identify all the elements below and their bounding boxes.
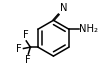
Text: NH₂: NH₂: [79, 24, 98, 34]
Text: F: F: [25, 55, 31, 65]
Text: F: F: [16, 44, 22, 54]
Text: N: N: [60, 3, 67, 13]
Text: F: F: [23, 30, 29, 40]
